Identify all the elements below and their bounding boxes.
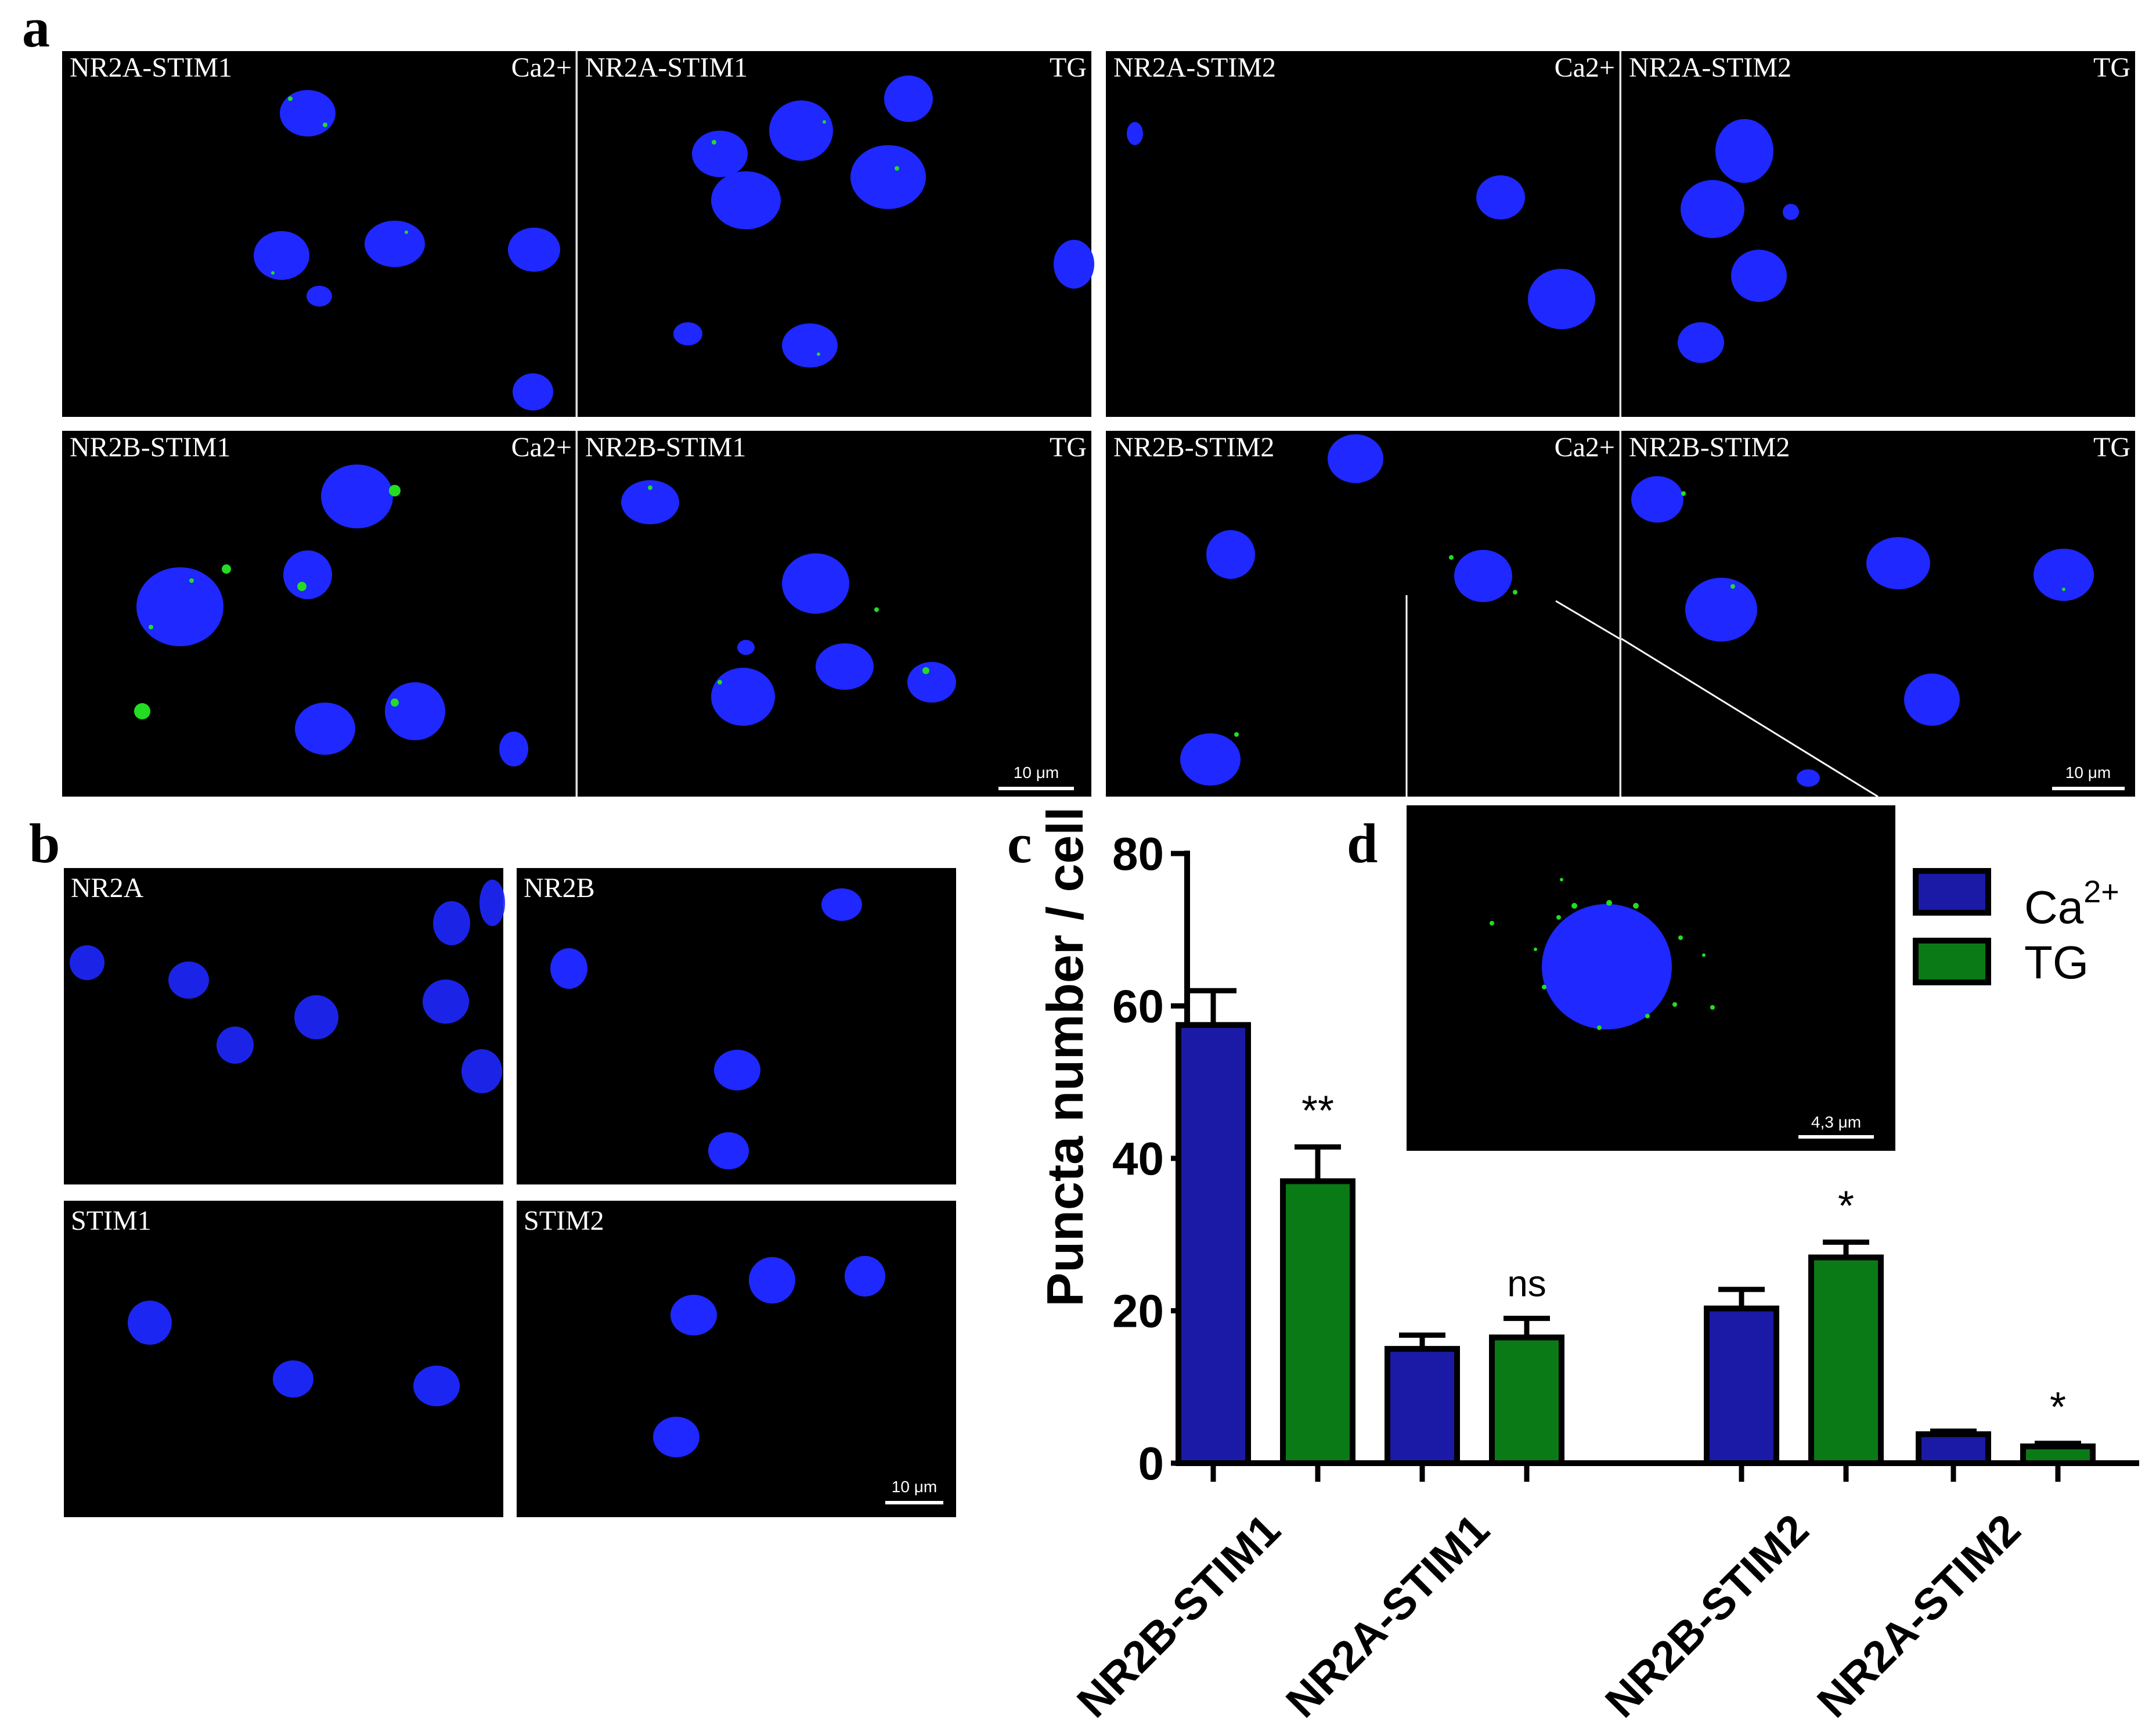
bar-ca <box>1176 1022 1251 1466</box>
scale-bar <box>2052 787 2125 790</box>
legend-label-tg: TG <box>2024 937 2089 988</box>
micrograph-tile: NR2A-STIM1 Ca2+ <box>62 51 576 417</box>
tile-title: NR2B-STIM2 <box>1113 432 1274 463</box>
significance-label: * <box>1838 1183 1854 1229</box>
chart-legend: Ca2+ TG <box>1913 868 2119 988</box>
legend-swatch-ca <box>1913 868 1991 916</box>
panel-label-a: a <box>22 0 50 59</box>
micrograph-tile: NR2A <box>64 868 505 1184</box>
micrograph-tile: NR2A-STIM2 TG <box>1621 51 2135 417</box>
bar-ca <box>1385 1346 1460 1466</box>
tile-condition: Ca2+ <box>511 432 572 463</box>
tile-title: NR2B-STIM2 <box>1629 432 1790 463</box>
micrograph-tile: NR2B <box>517 868 956 1184</box>
panel-a: NR2A-STIM1 Ca2+ NR2A-STIM1 TG NR2A-STIM2… <box>62 51 2135 798</box>
scale-bar <box>1798 1135 1874 1139</box>
tile-title: NR2A-STIM2 <box>1113 52 1276 83</box>
panel-label-c: c <box>1007 812 1032 874</box>
bar-ca <box>1916 1431 1991 1466</box>
legend-label-ca-text: Ca <box>2024 881 2084 933</box>
y-tick-label: 20 <box>1112 1286 1164 1337</box>
scale-bar <box>885 1501 943 1504</box>
y-tick-label: 60 <box>1112 981 1164 1032</box>
scale-bar-label: 10 μm <box>892 1478 937 1496</box>
bar-tg <box>1280 1178 1355 1466</box>
micrograph-tile: NR2A-STIM1 TG <box>578 51 1094 417</box>
tile-title: STIM2 <box>524 1205 604 1236</box>
bar-tg <box>1808 1254 1884 1466</box>
y-tick-label: 80 <box>1112 828 1164 880</box>
y-tick-label: 0 <box>1138 1438 1164 1489</box>
bar-series <box>1176 1022 2096 1466</box>
y-axis-title: Puncta number / cell <box>1036 807 1094 1307</box>
tile-title: NR2A-STIM1 <box>70 52 232 83</box>
tile-title: NR2B-STIM1 <box>585 432 746 463</box>
significance-label: ** <box>1301 1088 1334 1134</box>
scale-bar-label: 4,3 μm <box>1811 1113 1861 1131</box>
tile-title: NR2B <box>524 873 595 903</box>
micrograph-tile: NR2A-STIM2 Ca2+ <box>1106 51 1620 417</box>
scale-bar <box>998 787 1074 790</box>
zoomed-nucleus <box>1542 904 1672 1029</box>
zoom-guide-line <box>1621 638 1879 798</box>
legend-swatch-tg <box>1913 938 1991 985</box>
significance-label: ns <box>1507 1263 1546 1305</box>
scale-bar-label: 10 μm <box>2065 764 2111 782</box>
legend-label-ca: Ca2+ <box>2024 874 2119 933</box>
legend-label-ca-superscript: 2+ <box>2083 874 2119 909</box>
tile-title: NR2A-STIM2 <box>1629 52 1791 83</box>
significance-label: * <box>2050 1384 2066 1431</box>
x-category-label: NR2B-STIM1 <box>1068 1505 1290 1727</box>
bar-tg <box>1489 1334 1564 1466</box>
tile-condition: TG <box>2093 52 2130 83</box>
bar-ca <box>1704 1305 1779 1466</box>
tile-condition: Ca2+ <box>1555 432 1615 463</box>
micrograph-tile: NR2B-STIM2 Ca2+ <box>1106 431 1620 797</box>
tile-title: NR2A <box>71 873 144 903</box>
micrograph-tile: STIM1 <box>64 1201 503 1517</box>
micrograph-tile: NR2B-STIM1 TG 10 μm <box>578 431 1091 797</box>
error-bars <box>1190 988 2081 1447</box>
tile-condition: Ca2+ <box>1555 52 1615 83</box>
panel-label-b: b <box>29 812 60 874</box>
significance-markers: **ns** <box>1301 1088 2066 1431</box>
tile-title: NR2A-STIM1 <box>585 52 748 83</box>
micrograph-tile: STIM2 10 μm <box>517 1201 956 1517</box>
zoom-guide-line <box>1555 600 1620 640</box>
tile-condition: TG <box>2093 432 2130 463</box>
tile-condition: Ca2+ <box>511 52 572 83</box>
tile-title: STIM1 <box>71 1205 152 1236</box>
tile-condition: TG <box>1050 432 1087 463</box>
panel-d: 4,3 μm <box>1407 805 1895 1151</box>
x-category-label: NR2A-STIM1 <box>1277 1505 1499 1727</box>
micrograph-tile: NR2B-STIM2 TG 10 μm <box>1621 431 2135 798</box>
tile-condition: TG <box>1050 52 1087 83</box>
micrograph-tile: NR2B-STIM1 Ca2+ <box>62 431 576 797</box>
panel-label-d: d <box>1347 812 1378 874</box>
x-category-label: NR2B-STIM2 <box>1596 1505 1818 1727</box>
scale-bar-label: 10 μm <box>1014 764 1059 782</box>
x-category-label: NR2A-STIM2 <box>1808 1505 2030 1727</box>
y-tick-label: 40 <box>1112 1133 1164 1184</box>
panel-b: NR2A NR2B STIM1 STIM2 <box>64 868 956 1517</box>
bar-tg <box>2020 1443 2096 1466</box>
tile-title: NR2B-STIM1 <box>70 432 230 463</box>
